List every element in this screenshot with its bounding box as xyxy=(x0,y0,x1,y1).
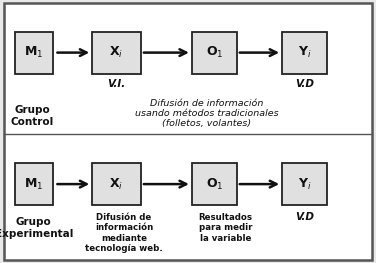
Text: V.I.: V.I. xyxy=(108,79,126,89)
Text: Y$_i$: Y$_i$ xyxy=(298,45,311,60)
Bar xyxy=(92,32,141,74)
Text: M$_1$: M$_1$ xyxy=(24,45,44,60)
Bar xyxy=(192,32,237,74)
Text: O$_1$: O$_1$ xyxy=(206,176,223,192)
Bar xyxy=(282,163,327,205)
Text: X$_i$: X$_i$ xyxy=(109,176,124,192)
Text: Grupo
Control: Grupo Control xyxy=(10,105,54,127)
Text: Resultados
para medir
la variable: Resultados para medir la variable xyxy=(199,213,253,243)
Bar xyxy=(92,163,141,205)
Bar xyxy=(192,163,237,205)
Bar xyxy=(282,32,327,74)
Text: M$_1$: M$_1$ xyxy=(24,176,44,192)
Text: Difusión de información
usando métodos tradicionales
(folletos, volantes): Difusión de información usando métodos t… xyxy=(135,99,279,128)
Text: V.D: V.D xyxy=(295,212,314,222)
Text: X$_i$: X$_i$ xyxy=(109,45,124,60)
Bar xyxy=(15,32,53,74)
Text: O$_1$: O$_1$ xyxy=(206,45,223,60)
Text: Grupo
Experimental: Grupo Experimental xyxy=(0,217,73,239)
Text: Y$_i$: Y$_i$ xyxy=(298,176,311,192)
Text: V.D: V.D xyxy=(295,79,314,89)
Text: Difusión de
información
mediante
tecnología web.: Difusión de información mediante tecnolo… xyxy=(85,213,163,253)
Bar xyxy=(15,163,53,205)
